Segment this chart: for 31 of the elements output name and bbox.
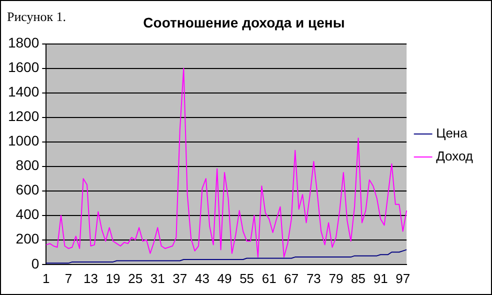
y-tick-label: 400 bbox=[16, 206, 40, 222]
y-tick-label: 1400 bbox=[8, 84, 40, 100]
y-tick-label: 200 bbox=[16, 230, 40, 247]
x-tick-label: 13 bbox=[84, 270, 98, 286]
x-tick-label: 7 bbox=[64, 270, 72, 286]
legend-label: Доход bbox=[436, 148, 474, 164]
x-tick-label: 67 bbox=[284, 270, 299, 286]
x-tick-label: 25 bbox=[128, 270, 143, 286]
x-tick-label: 37 bbox=[172, 270, 188, 286]
y-tick-label: 0 bbox=[31, 255, 40, 272]
y-tick-label: 1200 bbox=[8, 108, 40, 124]
x-tick-label: 49 bbox=[217, 270, 232, 286]
x-tick-label: 1 bbox=[42, 270, 50, 286]
x-tick-label: 31 bbox=[150, 270, 165, 286]
chart-title: Соотношение дохода и цены bbox=[143, 14, 345, 30]
y-tick-label: 800 bbox=[16, 157, 40, 174]
x-tick-label: 91 bbox=[373, 270, 388, 286]
x-tick-label: 61 bbox=[262, 270, 276, 286]
x-tick-label: 97 bbox=[396, 270, 410, 286]
x-tick-label: 73 bbox=[306, 270, 321, 286]
x-tick-label: 43 bbox=[194, 270, 210, 286]
y-tick-label: 1600 bbox=[8, 59, 40, 76]
y-tick-label: 600 bbox=[16, 182, 40, 198]
y-tick-label: 1800 bbox=[8, 34, 40, 51]
legend-label: Цена bbox=[436, 126, 468, 141]
x-tick-label: 55 bbox=[240, 270, 254, 286]
y-tick-label: 1000 bbox=[8, 132, 40, 149]
text: Рисунок 1. bbox=[7, 9, 66, 25]
x-tick-label: 79 bbox=[328, 270, 344, 286]
x-tick-label: 19 bbox=[106, 270, 120, 286]
x-tick-label: 85 bbox=[351, 270, 366, 286]
